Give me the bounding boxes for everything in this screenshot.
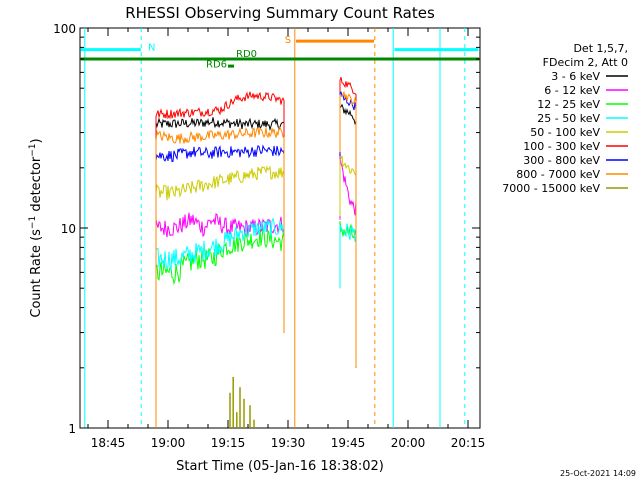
legend-header-line-2: FDecim 2, Att 0 — [543, 56, 628, 69]
y-tick-label-10: 10 — [61, 222, 76, 236]
legend-label-8: 7000 - 15000 keV — [502, 182, 600, 195]
legend-label-6: 300 - 800 keV — [523, 154, 600, 167]
series-line-100-to-300kev-seg1 — [155, 91, 285, 428]
x-tick-label-1930: 19:30 — [271, 436, 306, 450]
series-line-800-to-7000kev-seg1 — [155, 127, 285, 428]
y-axis-label-part: Count Rate (s — [29, 229, 44, 318]
series-line-100-to-300kev-seg2 — [339, 76, 357, 368]
series-line-3-to-6kev-seg1 — [155, 117, 285, 428]
y-axis-label-part: ) — [29, 138, 44, 143]
y-axis-label-superscript: −1 — [28, 143, 38, 156]
y-axis-label: Count Rate (s−1 detector−1) — [28, 138, 44, 317]
x-tick-label-1845: 18:45 — [91, 436, 126, 450]
series-line-300-to-800kev-seg1 — [155, 144, 285, 428]
series-line-6-to-12kev-seg2 — [339, 155, 357, 368]
flag-label-n: N — [148, 43, 155, 54]
series-line-25-to-50kev-seg1 — [155, 217, 285, 428]
series-line-50-to-100kev-seg2 — [339, 155, 357, 368]
legend-label-7: 800 - 7000 keV — [516, 168, 600, 181]
x-tick-label-2000: 20:00 — [391, 436, 426, 450]
legend-label-4: 50 - 100 keV — [530, 126, 600, 139]
series-line-50-to-100kev-seg1 — [155, 165, 285, 428]
series-line-800-to-7000kev-seg2 — [339, 90, 357, 368]
legend-label-2: 12 - 25 keV — [537, 98, 600, 111]
flag-label-rd6: RD6 — [206, 59, 227, 70]
legend-label-0: 3 - 6 keV — [551, 70, 600, 83]
series-line-3-to-6kev-seg2 — [339, 103, 357, 368]
legend-label-5: 100 - 300 keV — [523, 140, 600, 153]
x-tick-label-1945: 19:45 — [331, 436, 366, 450]
flag-label-rd0: RD0 — [236, 49, 257, 60]
legend-label-1: 6 - 12 keV — [544, 84, 600, 97]
y-tick-label-1: 1 — [68, 422, 76, 436]
y-axis-label-superscript: −1 — [28, 216, 38, 229]
y-tick-label-100: 100 — [53, 22, 76, 36]
series-line-25-to-50kev-seg2 — [339, 223, 357, 368]
legend-label-3: 25 - 50 keV — [537, 112, 600, 125]
x-axis-label: Start Time (05-Jan-16 18:38:02) — [176, 459, 384, 474]
x-tick-label-2015: 20:15 — [451, 436, 486, 450]
series-line-6-to-12kev-seg1 — [155, 212, 285, 428]
plot-area: N RD0 RD6 S 18:45 19:00 19:15 19:30 19:45 20:00 20… — [28, 22, 628, 450]
x-tick-label-1915: 19:15 — [211, 436, 246, 450]
y-axis-label-part: detector — [29, 156, 44, 216]
flag-label-s: S — [285, 35, 291, 46]
x-tick-label-1900: 19:00 — [151, 436, 186, 450]
chart-title: RHESSI Observing Summary Count Rates — [125, 4, 435, 22]
legend-header-line-1: Det 1,5,7, — [573, 42, 628, 55]
footer-timestamp: 25-Oct-2021 14:09 — [560, 469, 636, 478]
